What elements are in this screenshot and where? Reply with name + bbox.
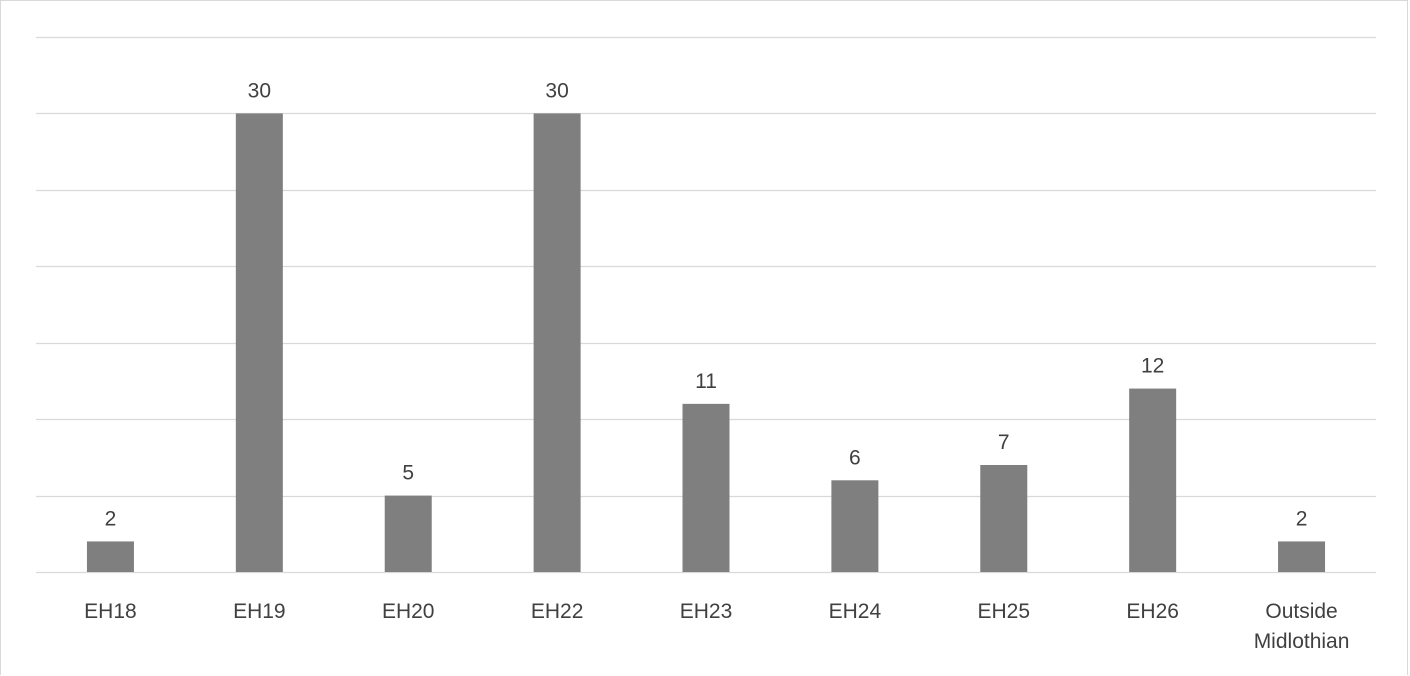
data-label: 7 [998,431,1010,454]
bar [682,403,730,572]
data-label: 6 [849,446,861,469]
data-label: 30 [248,79,271,102]
x-tick-label: EH20 [382,600,435,623]
x-tick-label: EH26 [1126,600,1179,623]
data-label: 11 [695,370,717,393]
data-label: 30 [545,79,568,102]
bar [831,480,879,572]
bar [86,541,134,572]
bar [980,465,1028,572]
x-tick-label: EH24 [829,600,882,623]
bar [1129,388,1177,572]
x-tick-label: EH22 [531,600,584,623]
x-tick-labels: EH18 EH19 EH20 EH22 EH23 EH24 EH25 EH26 Outside M… [84,600,1349,653]
x-tick-label: EH25 [978,600,1031,623]
x-tick-label: EH19 [233,600,286,623]
bar [533,113,581,572]
data-label: 2 [105,507,117,530]
x-tick-label: Outside Midlothian [1254,600,1350,653]
data-label: 12 [1141,355,1164,378]
x-tick-label: EH23 [680,600,733,623]
x-tick-label: EH18 [84,600,137,623]
data-label: 5 [402,462,414,485]
data-label: 2 [1296,507,1308,530]
bar [384,495,432,572]
data-labels: 2 30 5 30 11 6 7 12 2 [105,79,1308,530]
bar [235,113,283,572]
bar [1278,541,1326,572]
bars [86,113,1326,572]
